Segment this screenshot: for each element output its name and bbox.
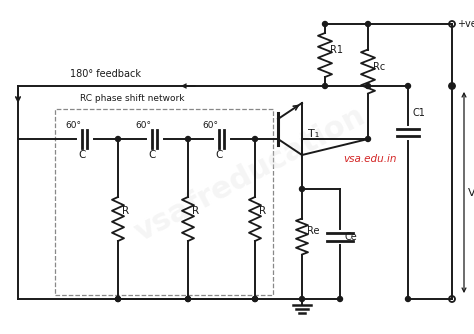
- Circle shape: [116, 297, 120, 302]
- Circle shape: [449, 84, 455, 89]
- Circle shape: [365, 137, 371, 142]
- Text: Ce: Ce: [345, 231, 358, 241]
- Text: Vo: Vo: [468, 187, 474, 197]
- Text: vsa.edu.in: vsa.edu.in: [343, 154, 397, 164]
- Text: 60°: 60°: [65, 121, 81, 130]
- Text: Rc: Rc: [373, 61, 385, 71]
- Text: R: R: [259, 206, 266, 216]
- Circle shape: [322, 84, 328, 89]
- Circle shape: [405, 84, 410, 89]
- Text: 60°: 60°: [135, 121, 151, 130]
- Circle shape: [365, 84, 371, 89]
- Text: R1: R1: [330, 45, 343, 55]
- Text: T₁: T₁: [308, 129, 319, 139]
- Circle shape: [253, 297, 257, 302]
- Circle shape: [253, 297, 257, 302]
- Text: C: C: [78, 150, 86, 160]
- Circle shape: [300, 297, 304, 302]
- Text: R: R: [122, 206, 129, 216]
- Circle shape: [185, 297, 191, 302]
- Circle shape: [337, 297, 343, 302]
- Text: RC phase shift network: RC phase shift network: [80, 94, 184, 103]
- Circle shape: [405, 297, 410, 302]
- Circle shape: [185, 297, 191, 302]
- Text: C: C: [148, 150, 155, 160]
- Text: +ve: +ve: [457, 19, 474, 29]
- Text: vsafreducation: vsafreducation: [130, 101, 370, 247]
- Circle shape: [253, 137, 257, 142]
- Circle shape: [365, 21, 371, 26]
- Circle shape: [116, 137, 120, 142]
- Circle shape: [322, 21, 328, 26]
- Text: C: C: [215, 150, 223, 160]
- Circle shape: [116, 297, 120, 302]
- Circle shape: [300, 186, 304, 191]
- Text: 180° feedback: 180° feedback: [70, 69, 141, 79]
- Text: 60°: 60°: [202, 121, 218, 130]
- Text: Re: Re: [307, 226, 319, 236]
- Text: C1: C1: [413, 108, 426, 118]
- Text: R: R: [192, 206, 199, 216]
- Circle shape: [185, 137, 191, 142]
